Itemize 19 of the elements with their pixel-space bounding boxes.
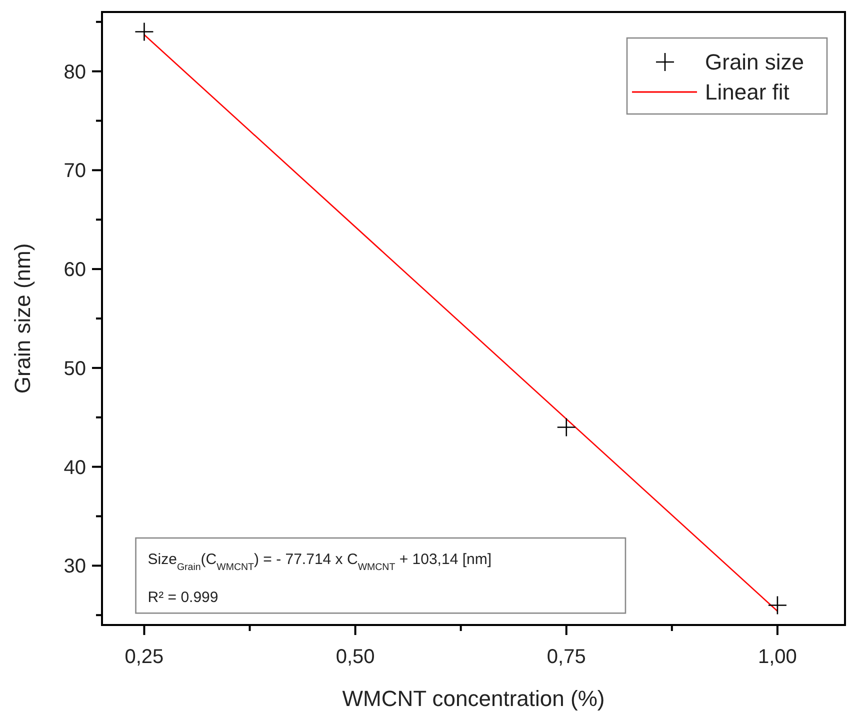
y-tick-label: 80 xyxy=(64,61,86,84)
point xyxy=(768,596,788,615)
x-tick-label: 0,50 xyxy=(336,646,375,668)
x-tick-label: 1,00 xyxy=(758,646,797,668)
point xyxy=(556,418,576,437)
legend-label: Grain size xyxy=(705,50,804,75)
y-tick-label: 70 xyxy=(64,160,86,182)
y-tick-label: 40 xyxy=(64,456,86,479)
annotation: Size$_{Grain}$(C$_{WMCNT}$) = - 77.714 x C$_{WMCNT}$ + 103,14 [nm] xyxy=(148,550,492,572)
point xyxy=(134,22,154,42)
y-tick-label: 30 xyxy=(64,556,86,578)
y-tick-label: 50 xyxy=(64,358,86,380)
y-tick-label: 60 xyxy=(64,259,86,282)
x-tick-label: 0,25 xyxy=(124,646,164,668)
x-tick-label: 0,75 xyxy=(546,646,586,668)
x-axis-title: WMCNT concentration (%) xyxy=(342,686,605,711)
annotation: R² = 0.999 xyxy=(148,588,218,606)
legend-label: Linear fit xyxy=(705,80,790,105)
y-axis-title: Grain size (nm) xyxy=(10,243,35,394)
